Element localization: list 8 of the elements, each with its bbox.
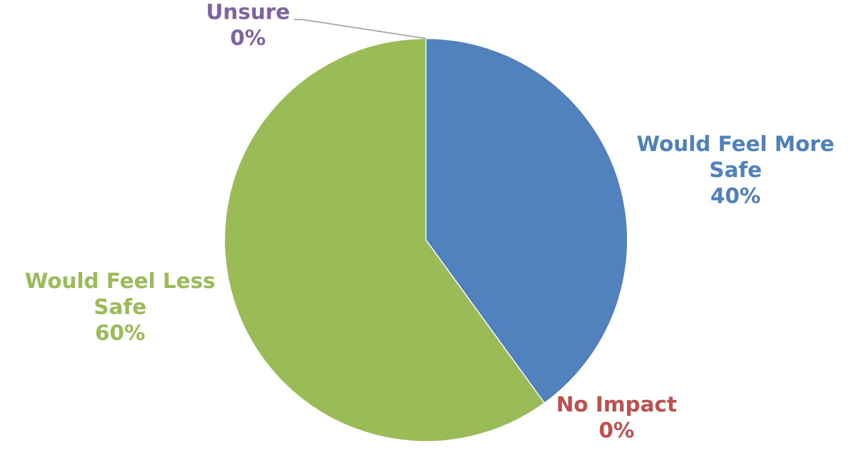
data-label: 40% bbox=[710, 184, 761, 208]
slice-label: Would Feel More Safe bbox=[636, 132, 834, 182]
slice-label: Would Feel Less Safe bbox=[24, 268, 216, 319]
data-label: 60% bbox=[94, 320, 146, 345]
category-label: Unsure bbox=[206, 0, 290, 24]
text: 0% bbox=[598, 418, 634, 443]
text: 0% bbox=[230, 26, 266, 50]
category-label: No Impact bbox=[556, 392, 677, 417]
